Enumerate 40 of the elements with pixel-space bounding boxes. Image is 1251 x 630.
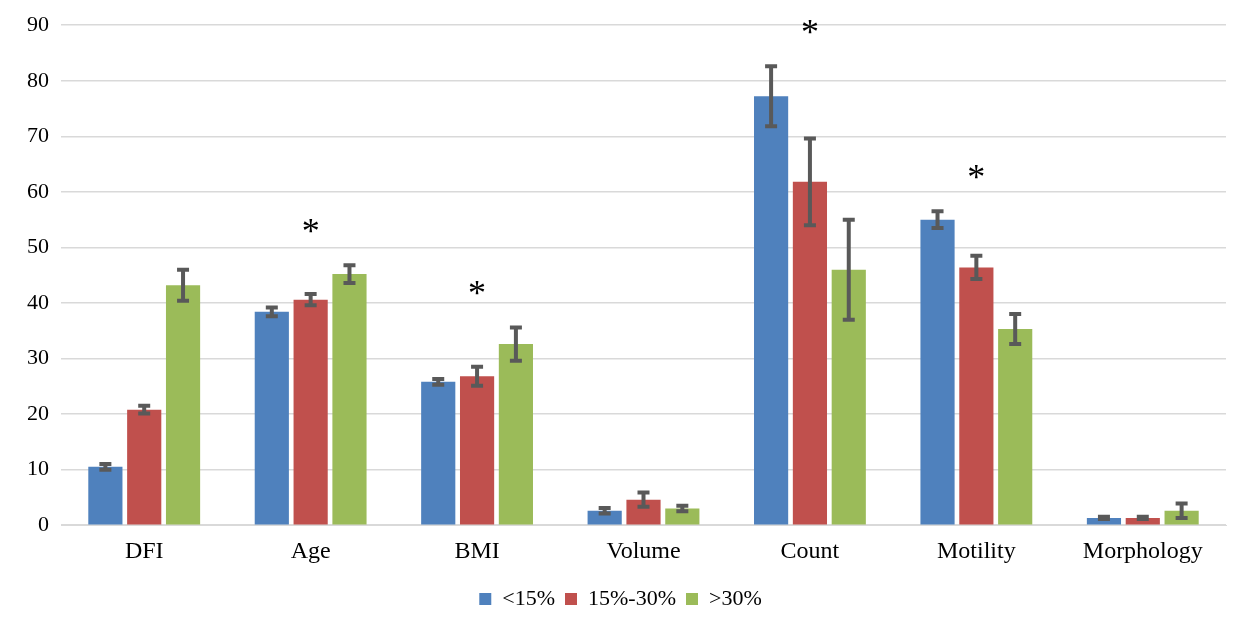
annotation: * [468,272,487,313]
annotation: * [967,156,986,197]
bar [254,311,289,525]
bar [165,285,201,525]
legend-label: <15% [502,584,556,610]
bar [959,267,994,525]
x-tick-label: Morphology [1082,536,1203,563]
bar [792,181,828,525]
bar [920,219,955,525]
bar [626,499,661,525]
bar [998,329,1033,525]
y-tick-label: 30 [27,344,49,370]
bar [754,96,789,525]
x-tick-label: Motility [937,536,1016,563]
bar [293,299,328,525]
bar [88,466,123,525]
x-tick-label: DFI [124,536,164,563]
bar [332,274,367,525]
x-tick-label: Age [290,536,331,563]
y-tick-label: 80 [27,66,49,92]
legend-label: 15%-30% [588,584,676,610]
x-tick-label: Count [780,536,840,563]
y-tick-label: 0 [38,510,49,536]
y-tick-label: 90 [27,10,49,36]
y-tick-label: 70 [27,122,49,148]
y-tick-label: 10 [27,455,49,481]
legend-label: >30% [708,584,762,610]
annotation: * [301,210,320,251]
bar [498,344,533,525]
y-tick-label: 60 [27,177,49,203]
bar [831,269,866,525]
bar [127,409,162,525]
y-tick-label: 20 [27,399,49,425]
bar [421,381,456,525]
bar [459,376,495,525]
y-tick-label: 40 [27,288,49,314]
x-tick-label: Volume [606,536,681,563]
y-tick-label: 50 [27,233,49,259]
annotation: * [800,11,819,52]
x-tick-label: BMI [454,536,500,563]
